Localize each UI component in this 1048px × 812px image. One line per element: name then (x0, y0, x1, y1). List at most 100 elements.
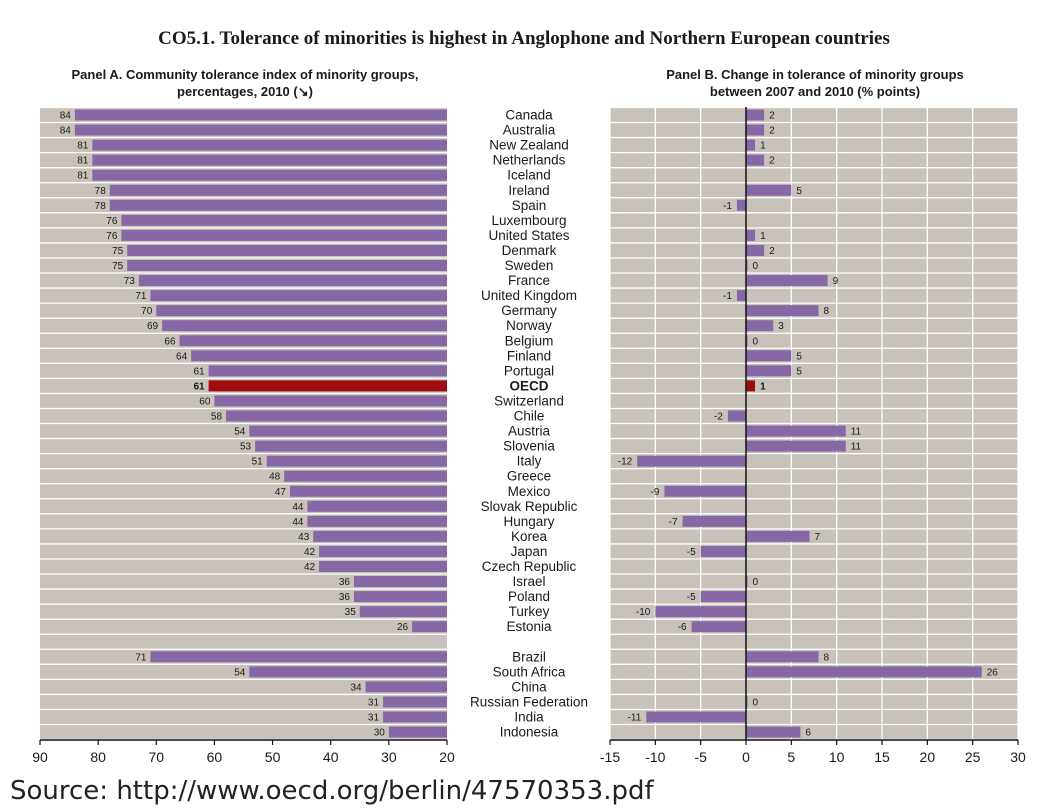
panel-b-bar-18 (746, 365, 792, 377)
country-label: Israel (512, 574, 545, 589)
country-label: Spain (512, 198, 547, 213)
panel-b-bar-2 (746, 124, 765, 136)
panel-b-bar-38 (746, 666, 982, 678)
country-label: Norway (506, 318, 552, 333)
panel-b-value-label: -7 (669, 517, 678, 528)
panel-a-bar-3 (92, 139, 447, 151)
panel-a-bar-41 (383, 711, 447, 723)
panel-a-title-line2: percentages, 2010 (↘) (177, 84, 313, 99)
panel-b-tick-label: 15 (874, 749, 890, 765)
panel-b-value-label: 2 (769, 246, 775, 257)
panel-a-bar-2 (74, 124, 447, 136)
panel-b-bar-13 (736, 290, 746, 302)
panel-a-value-label: 71 (135, 291, 147, 302)
panel-a-value-label: 44 (292, 502, 304, 513)
panel-a-value-label: 66 (164, 336, 176, 347)
panel-b-bar-17 (746, 350, 792, 362)
panel-b-bar-35 (691, 621, 746, 633)
country-label: Ireland (508, 183, 549, 198)
country-label: Indonesia (500, 725, 559, 740)
panel-b-tick-label: 20 (920, 749, 936, 765)
panel-a-bar-21 (226, 410, 447, 422)
panel-b-title-line1: Panel B. Change in tolerance of minority… (666, 67, 964, 82)
panel-a-value-label: 76 (106, 231, 118, 242)
panel-a-bar-12 (138, 275, 448, 287)
panel-b-value-label: -9 (650, 487, 659, 498)
country-label: Japan (511, 544, 548, 559)
panel-a-value-label: 78 (95, 186, 107, 197)
country-label: Switzerland (494, 393, 564, 408)
panel-b-value-label: 1 (760, 231, 766, 242)
panel-a-value-label: 61 (193, 366, 205, 377)
country-label: United Kingdom (481, 288, 577, 303)
panel-a-value-label: 42 (304, 562, 316, 573)
panel-a-value-label: 36 (339, 577, 351, 588)
panel-a-bar-22 (249, 425, 447, 437)
panel-a-value-label: 30 (374, 728, 386, 739)
panel-b-bar-41 (646, 711, 746, 723)
panel-b-bar-12 (746, 275, 828, 287)
panel-b-vertical-gridlines (609, 107, 1019, 740)
country-label: Denmark (502, 243, 557, 258)
panel-a-bar-14 (156, 305, 448, 317)
panel-b-x-axis: -15 -10 -5 0 5 10 15 20 25 30 (600, 739, 1026, 765)
country-label: India (514, 710, 544, 725)
country-label: Slovak Republic (481, 499, 578, 514)
panel-b-bar-28 (682, 515, 746, 527)
panel-a-value-label: 76 (106, 216, 118, 227)
country-label: Austria (508, 424, 551, 439)
panel-b-bar-1 (746, 109, 765, 121)
country-label: Mexico (508, 484, 551, 499)
panel-a-tick-label: 30 (381, 749, 397, 765)
panel-b-value-label: 1 (760, 381, 766, 392)
panel-b-value-label: 11 (851, 427, 862, 438)
panel-a-bar-42 (388, 726, 447, 738)
country-label: Germany (501, 303, 557, 318)
panel-a-title-line1: Panel A. Community tolerance index of mi… (71, 67, 419, 82)
panel-a-value-label: 64 (176, 351, 188, 362)
panel-b-bar-34 (655, 606, 746, 618)
panel-a-tick-label: 60 (207, 749, 223, 765)
panel-b-value-label: -5 (687, 547, 696, 558)
panel-b-value-label: 2 (769, 156, 775, 167)
panel-a-bar-6 (109, 184, 448, 196)
panel-a-value-label: 69 (147, 321, 159, 332)
panel-b-bar-7 (736, 199, 746, 211)
panel-a-bar-19 (208, 380, 447, 392)
panel-b-bar-9 (746, 229, 756, 241)
panel-a-bar-26 (290, 485, 447, 497)
panel-b-bar-21 (727, 410, 746, 422)
panel-a-bar-20 (214, 395, 447, 407)
panel-a-value-label: 31 (368, 713, 380, 724)
panel-b-value-label: 0 (753, 697, 759, 708)
panel-b-bar-42 (746, 726, 801, 738)
panel-b-bar-6 (746, 184, 792, 196)
panel-a-value-label: 48 (269, 472, 281, 483)
panel-b-value-label: -2 (714, 412, 723, 423)
panel-a-bar-13 (150, 290, 447, 302)
panel-a-tick-label: 20 (439, 749, 455, 765)
country-label: Finland (507, 348, 551, 363)
panel-a-bar-18 (208, 365, 447, 377)
country-label: Luxembourg (491, 213, 566, 228)
panel-b-tick-label: 0 (742, 749, 750, 765)
panel-a-value-label: 44 (292, 517, 304, 528)
country-label: Portugal (504, 363, 554, 378)
panel-a-value-label: 70 (141, 306, 153, 317)
panel-b-value-label: 2 (769, 111, 775, 122)
panel-a-value-label: 60 (199, 396, 211, 407)
panel-a-value-label: 81 (77, 156, 89, 167)
panel-a-value-label: 51 (252, 457, 264, 468)
panel-b-value-label: 0 (753, 261, 759, 272)
country-label: Netherlands (493, 153, 566, 168)
panel-a-bar-38 (249, 666, 447, 678)
panel-b-bar-4 (746, 154, 765, 166)
panel-b-value-label: 0 (753, 577, 759, 588)
panel-a-value-label: 54 (234, 667, 246, 678)
panel-b-bar-23 (746, 440, 846, 452)
source-text: Source: http://www.oecd.org/berlin/47570… (10, 776, 654, 806)
panel-a-value-label: 26 (397, 622, 409, 633)
panel-a-bar-4 (92, 154, 447, 166)
panel-a-tick-label: 80 (90, 749, 106, 765)
